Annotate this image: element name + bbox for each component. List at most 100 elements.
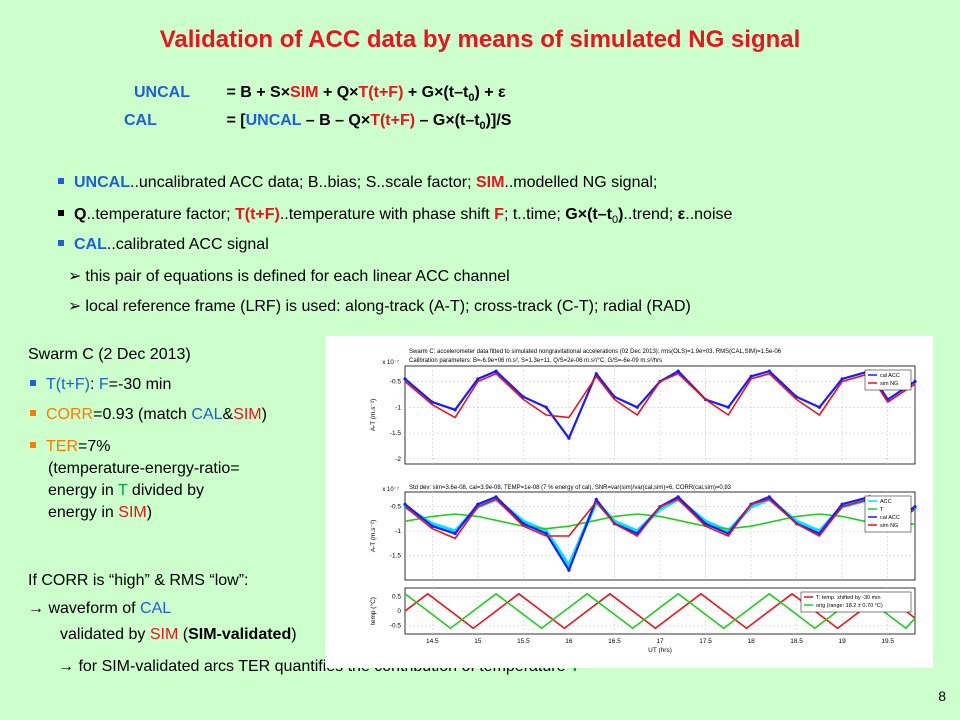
term: T(t+F)	[46, 376, 90, 393]
legend-label: sim NG	[880, 381, 898, 387]
series-line	[404, 372, 916, 419]
sub-bullet-text: this pair of equations is defined for ea…	[85, 268, 510, 285]
y-tick-label: -2	[395, 456, 401, 463]
item-ter: TER=7%	[30, 438, 110, 456]
bullet-sub: 0	[611, 214, 619, 227]
figure-panel: Swarm C: accelerometer data fitted to si…	[325, 336, 933, 668]
term: SIM	[149, 626, 179, 643]
bullet-cal: CAL..calibrated ACC signal	[58, 236, 269, 254]
legend-box	[864, 495, 912, 533]
arrow-bullet-icon: ➢	[68, 298, 82, 315]
data-point	[635, 405, 639, 409]
term: CORR	[46, 406, 94, 423]
data-point	[767, 369, 771, 373]
data-point	[840, 502, 844, 506]
bullet-term: F	[494, 206, 504, 223]
y-tick-label: 0	[397, 608, 401, 615]
legend-label: T	[880, 507, 884, 513]
data-point	[453, 408, 457, 412]
data-point	[494, 495, 498, 499]
bullet-text: ..noise	[685, 206, 733, 223]
eq-part: UNCAL	[245, 112, 302, 129]
panel-subtitle: Calibration parameters: B=-6.9e+06 m.s²,…	[409, 358, 662, 364]
eq-part: + Q×	[318, 84, 359, 101]
sub-bullet-1: ➢ this pair of equations is defined for e…	[68, 266, 510, 286]
y-scale-label: x 10⁻⁷	[382, 486, 399, 493]
text: &	[222, 406, 234, 423]
term: CAL	[191, 406, 223, 423]
bullet-term: SIM	[475, 174, 505, 191]
bullet-uncal: UNCAL..uncalibrated ACC data; B..bias; S…	[58, 174, 657, 192]
data-point	[840, 377, 844, 381]
text: :	[90, 376, 99, 393]
panel-title: Std dev: sim=3.6e-08, cal=3.9e-08, TEMP=…	[409, 485, 732, 491]
x-tick-label-hidden: 17.5	[705, 585, 706, 586]
x-tick-label: 17	[656, 638, 664, 645]
eq-part: – G×(t–t	[415, 112, 480, 129]
data-point	[817, 405, 821, 409]
ter-line-3: energy in T divided by	[48, 482, 204, 500]
y-tick-label: -0.5	[390, 504, 402, 511]
x-tick-label: 15	[474, 638, 482, 645]
eq-part: ) + ε	[474, 84, 506, 101]
bullet-text: ..temperature factor;	[86, 206, 235, 223]
bullet-text: ..trend;	[623, 206, 678, 223]
uncal-lhs: UNCAL	[134, 84, 190, 101]
y-tick-label: -1	[395, 404, 401, 411]
bullet-square-icon	[58, 239, 64, 246]
data-point	[476, 377, 480, 381]
x-tick-label: 19	[839, 638, 847, 645]
eq-part: )]/S	[485, 112, 512, 129]
eq-part: = [	[226, 112, 246, 129]
term: F	[98, 376, 109, 393]
legend-label: sim NG	[880, 523, 898, 529]
y-axis-label: A-T (m.s⁻²)	[370, 520, 377, 553]
bullet-text: ..calibrated ACC signal	[106, 236, 269, 253]
data-point	[567, 568, 571, 572]
data-point	[453, 531, 457, 536]
text: )	[291, 626, 297, 643]
x-tick-label: 18	[747, 638, 755, 645]
x-tick-label: 17.5	[699, 638, 712, 645]
x-tick-label: 14.5	[426, 638, 439, 645]
text: =-30 min	[108, 376, 172, 393]
x-tick-label-hidden: 15	[478, 585, 479, 586]
data-point	[767, 495, 771, 499]
bullet-square-icon	[58, 209, 64, 216]
term: SIM	[118, 504, 147, 521]
term: SIM	[233, 406, 262, 423]
series-line	[404, 592, 916, 630]
text: → waveform of	[28, 600, 141, 617]
legend-box	[800, 591, 912, 613]
ter-line-4: energy in SIM)	[48, 504, 152, 522]
data-point	[749, 374, 753, 378]
bullet-square-icon	[30, 409, 36, 416]
data-point	[430, 524, 434, 528]
bullet-term: ε	[677, 206, 686, 223]
x-tick-label-hidden: 16.5	[614, 585, 615, 586]
bullet-text: ..uncalibrated ACC data; B..bias; S..sca…	[130, 174, 476, 191]
data-point	[544, 405, 548, 409]
term: TER	[46, 438, 78, 455]
corr-condition: If CORR is “high” & RMS “low”:	[28, 572, 249, 589]
slide-title: Validation of ACC data by means of simul…	[159, 26, 801, 53]
arrow-line-1: → waveform of CAL	[28, 600, 171, 618]
sub-bullet-2: ➢ local reference frame (LRF) is used: al…	[68, 296, 691, 316]
eq-part: = B + S×	[226, 84, 291, 101]
bullet-square-icon	[30, 441, 36, 448]
x-tick-label: 16	[565, 638, 573, 645]
eq-sub: 0	[468, 92, 475, 105]
term: T	[117, 482, 128, 499]
bullet-text: ..temperature with phase shift	[279, 206, 495, 223]
data-point	[726, 405, 730, 409]
data-point	[494, 369, 498, 373]
data-point	[403, 377, 407, 381]
bullet-text: ..modelled NG signal;	[504, 174, 658, 191]
text: )	[261, 406, 267, 423]
page-number: 8	[938, 688, 946, 704]
data-point	[913, 505, 917, 509]
swarm-heading: Swarm C (2 Dec 2013)	[28, 346, 191, 363]
y-tick-label: 0.5	[392, 594, 401, 601]
data-point	[567, 436, 571, 440]
text: energy in	[48, 482, 118, 499]
